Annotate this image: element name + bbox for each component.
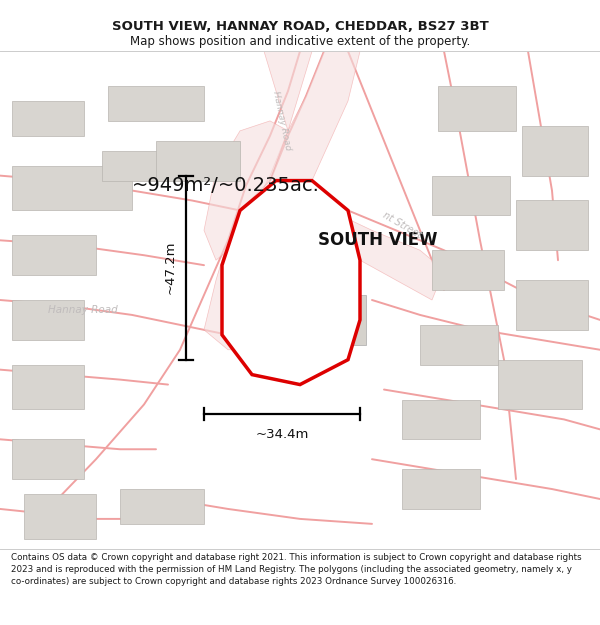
Polygon shape (120, 489, 204, 524)
Text: ~34.4m: ~34.4m (256, 428, 308, 441)
Polygon shape (102, 151, 168, 181)
Polygon shape (324, 295, 366, 345)
Polygon shape (204, 121, 288, 260)
Polygon shape (402, 399, 480, 439)
Polygon shape (12, 300, 84, 340)
Polygon shape (516, 280, 588, 330)
Polygon shape (498, 360, 582, 409)
Polygon shape (432, 176, 510, 216)
Polygon shape (156, 141, 240, 181)
Polygon shape (12, 439, 84, 479)
Text: SOUTH VIEW: SOUTH VIEW (318, 231, 437, 249)
Polygon shape (12, 364, 84, 409)
Text: ~949m²/~0.235ac.: ~949m²/~0.235ac. (132, 176, 320, 195)
Polygon shape (438, 86, 516, 131)
Polygon shape (12, 166, 132, 211)
Polygon shape (522, 126, 588, 176)
Polygon shape (12, 236, 96, 275)
Polygon shape (516, 201, 588, 250)
Polygon shape (420, 325, 498, 364)
Text: Contains OS data © Crown copyright and database right 2021. This information is : Contains OS data © Crown copyright and d… (11, 553, 581, 586)
Polygon shape (330, 211, 444, 300)
Polygon shape (108, 86, 204, 121)
Text: Map shows position and indicative extent of the property.: Map shows position and indicative extent… (130, 35, 470, 48)
Polygon shape (204, 51, 360, 350)
Polygon shape (24, 494, 96, 539)
Text: SOUTH VIEW, HANNAY ROAD, CHEDDAR, BS27 3BT: SOUTH VIEW, HANNAY ROAD, CHEDDAR, BS27 3… (112, 20, 488, 32)
Polygon shape (402, 469, 480, 509)
Text: nt Street: nt Street (381, 210, 423, 241)
Polygon shape (258, 260, 312, 315)
Text: Hannay Road: Hannay Road (48, 305, 118, 315)
Polygon shape (432, 250, 504, 290)
Polygon shape (222, 181, 360, 384)
Polygon shape (12, 101, 84, 136)
Text: ~47.2m: ~47.2m (164, 241, 177, 294)
Text: Hannay Road: Hannay Road (271, 91, 293, 151)
